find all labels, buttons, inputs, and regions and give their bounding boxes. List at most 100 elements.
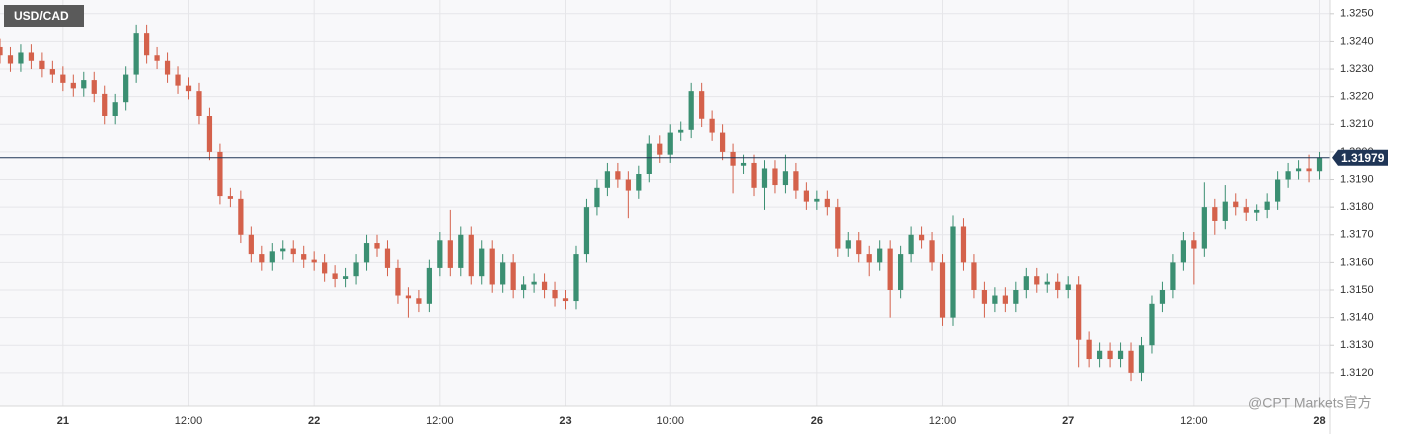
candle-body [856, 240, 862, 255]
y-tick-label: 1.3220 [1340, 91, 1374, 103]
candle-body [667, 132, 673, 155]
candle-body [646, 143, 652, 174]
y-tick-label: 1.3150 [1340, 284, 1374, 296]
candle-body [458, 234, 464, 268]
candle-body [1023, 276, 1029, 290]
candle-body [751, 162, 757, 188]
candle-body [604, 171, 611, 188]
candle-body [185, 85, 192, 92]
x-tick-label: 12:00 [426, 415, 454, 427]
candle-body [301, 254, 307, 260]
candle-body [1191, 240, 1197, 249]
candle-body [887, 248, 893, 290]
candle-body [1076, 284, 1082, 340]
candle-body [1086, 339, 1092, 360]
x-tick-label: 26 [811, 415, 823, 427]
candle-body [782, 171, 789, 186]
candle-body [981, 290, 988, 304]
candle-body [1096, 350, 1103, 360]
candle-body [227, 196, 234, 199]
candle-body [1306, 168, 1312, 172]
candle-body [950, 226, 956, 318]
watermark: @CPT Markets官方 [1248, 395, 1372, 411]
x-tick-label: 23 [559, 415, 571, 427]
y-tick-label: 1.3140 [1340, 312, 1374, 324]
candle-body [405, 295, 412, 299]
candle-body [594, 187, 600, 208]
candle-body [1107, 350, 1113, 360]
candle-body [1128, 350, 1134, 373]
current-price-tag [1332, 149, 1388, 166]
candle-body [740, 162, 747, 166]
candle-body [992, 295, 998, 304]
y-tick-label: 1.3210 [1340, 118, 1374, 130]
y-tick-label: 1.3160 [1340, 256, 1374, 268]
candle-body [1138, 345, 1145, 373]
candle-body [688, 91, 694, 130]
candle-body [1222, 201, 1228, 221]
candle-body [384, 248, 391, 268]
labels: 1.3120 1.3130 1.3140 1.3150 1.3160 1.3170 1.31… [57, 8, 1388, 427]
candle-body [196, 91, 202, 116]
candle-body [269, 251, 275, 263]
candle-body [280, 248, 286, 252]
candle-body [500, 262, 506, 285]
y-tick-label: 1.3230 [1340, 63, 1374, 75]
candle-body [898, 254, 904, 290]
candle-body [259, 254, 265, 263]
candle-body [866, 254, 872, 263]
x-tick-label: 28 [1313, 415, 1325, 427]
candle-body [60, 74, 66, 83]
x-tick-label: 21 [57, 415, 69, 427]
candle-body [845, 240, 851, 249]
candle-body [1264, 201, 1270, 210]
candle-body [217, 151, 223, 197]
candle-body [332, 273, 338, 279]
candle-body [175, 74, 181, 86]
candle-body [479, 248, 485, 277]
candle-body [112, 102, 118, 116]
candle-body [730, 151, 736, 166]
candle-body [1201, 207, 1207, 249]
chart-title: USD/CAD [14, 9, 69, 23]
candle-body [971, 262, 977, 290]
candle-body [353, 262, 359, 277]
candle-body [70, 82, 76, 89]
candle-body [1034, 276, 1040, 285]
candle-body [541, 281, 548, 290]
candle-body [437, 240, 443, 268]
y-tick-label: 1.3130 [1340, 339, 1374, 351]
candle-body [206, 116, 213, 152]
candle-body [39, 60, 45, 70]
candle-body [28, 52, 35, 61]
candle-body [531, 281, 537, 285]
candle-body [814, 198, 820, 202]
candle-body [1170, 262, 1176, 290]
x-tick-label: 12:00 [175, 415, 203, 427]
x-tick-label: 10:00 [656, 415, 684, 427]
candle-body [290, 248, 296, 255]
candle-body [363, 243, 370, 263]
candle-body [772, 168, 778, 186]
candle-body [154, 55, 160, 61]
candle-body [102, 93, 108, 116]
candles [0, 24, 1330, 382]
candle-body [1243, 207, 1249, 213]
x-tick-label: 12:00 [1180, 415, 1208, 427]
y-tick-label: 1.3250 [1340, 8, 1374, 20]
candle-body [719, 132, 726, 152]
x-tick-label: 22 [308, 415, 320, 427]
candle-body [521, 284, 527, 290]
candle-body [123, 74, 129, 103]
symbol-box [4, 5, 84, 27]
candle-body [311, 259, 317, 263]
candle-body [552, 290, 558, 299]
candle-body [1254, 209, 1260, 213]
candle-body [1295, 168, 1302, 172]
y-tick-label: 1.3180 [1340, 201, 1374, 213]
candle-body [1180, 240, 1187, 263]
candle-body [468, 234, 474, 277]
candle-body [81, 80, 87, 89]
